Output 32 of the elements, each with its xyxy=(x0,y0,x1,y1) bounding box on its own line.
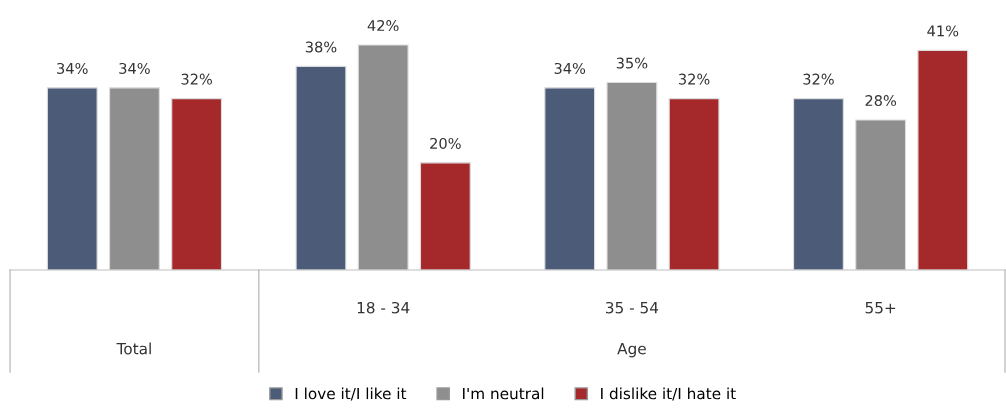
bar xyxy=(855,119,907,270)
data-label: 34% xyxy=(57,62,88,74)
data-label: 32% xyxy=(181,73,213,85)
text: Total xyxy=(116,342,151,355)
data-label: 34% xyxy=(119,62,150,74)
bar xyxy=(793,98,844,270)
bar xyxy=(668,98,720,270)
bar xyxy=(46,87,98,270)
bar xyxy=(544,87,596,270)
legend-label: I love it/I like it xyxy=(295,387,407,401)
x-tick-label: 18 - 34 xyxy=(357,301,410,314)
data-label: 28% xyxy=(865,95,897,107)
bar xyxy=(108,87,160,270)
data-label: 35% xyxy=(616,57,648,69)
bar xyxy=(171,98,223,270)
data-label: 20% xyxy=(430,137,461,149)
legend-label: I'm neutral xyxy=(463,387,544,400)
data-label: 41% xyxy=(927,25,959,37)
legend-label: I dislike it/I hate it xyxy=(601,387,736,401)
data-label: 38% xyxy=(305,41,337,53)
bar xyxy=(917,49,969,270)
data-label: 32% xyxy=(678,73,710,85)
data-label: 42% xyxy=(367,20,399,32)
bar xyxy=(357,44,409,270)
x-tick-label: 55+ xyxy=(865,302,896,314)
bar xyxy=(606,81,658,270)
bar xyxy=(295,65,347,270)
bar xyxy=(419,162,471,270)
data-label: 32% xyxy=(803,73,834,85)
data-label: 34% xyxy=(554,62,586,74)
x-tick-label: 35 - 54 xyxy=(606,301,659,314)
text: Age xyxy=(617,343,646,358)
